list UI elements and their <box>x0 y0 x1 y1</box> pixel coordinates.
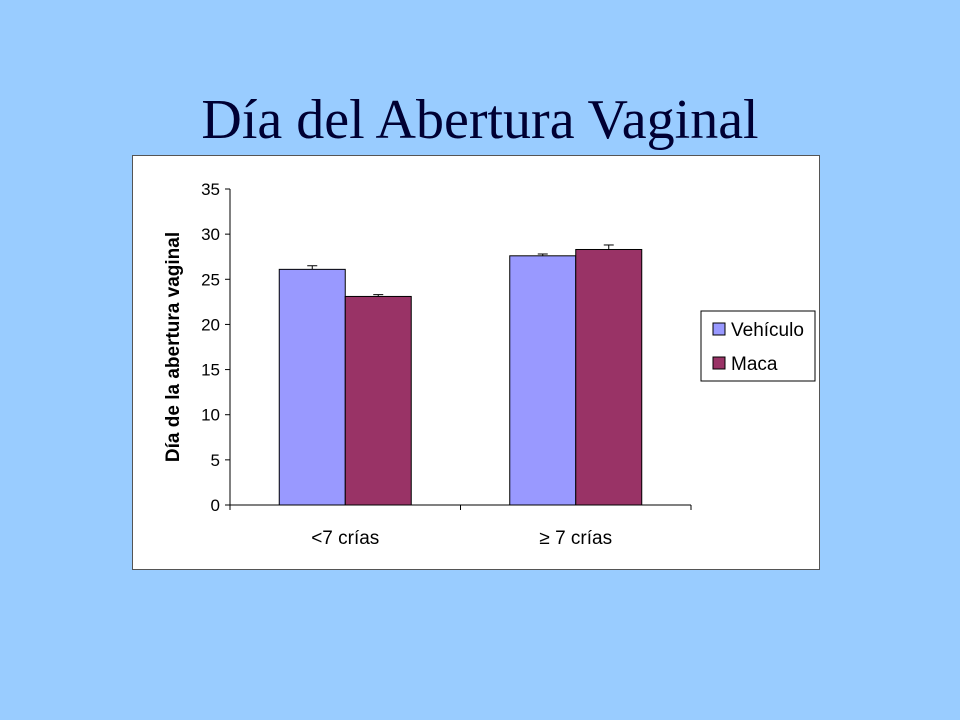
y-tick-label: 30 <box>201 225 220 244</box>
chart-legend: Vehículo Maca <box>700 310 816 382</box>
bar-maca-0 <box>344 295 412 506</box>
x-category-label: <7 crías <box>311 528 379 549</box>
x-category-label: ≥ 7 crías <box>539 528 612 549</box>
y-axis-title: Día de la abertura vaginal <box>163 232 184 462</box>
bar-chart: 0 5 10 15 20 25 30 35 Día de la abertura vaginal… <box>163 180 816 549</box>
chart-bars <box>278 244 643 506</box>
bar-vehículo-1 <box>509 255 577 506</box>
y-tick-label: 15 <box>201 361 220 380</box>
bar-vehículo-0 <box>278 268 346 506</box>
legend-swatch-maca <box>712 356 726 370</box>
chart-frame: 0 5 10 15 20 25 30 35 Día de la abertura vaginal… <box>132 155 820 570</box>
y-tick-label: 20 <box>201 315 220 334</box>
legend-label-maca: Maca <box>731 354 778 375</box>
bar-maca-1 <box>575 248 643 506</box>
y-tick-label: 10 <box>201 406 220 425</box>
slide-title: Día del Abertura Vaginal <box>201 89 759 151</box>
y-tick-label: 0 <box>211 496 220 515</box>
y-tick-label: 25 <box>201 270 220 289</box>
legend-label-vehículo: Vehículo <box>731 320 804 341</box>
chart-labels: 0 5 10 15 20 25 30 35 Día de la abertura vaginal… <box>163 180 612 549</box>
y-tick-label: 35 <box>201 180 220 199</box>
legend-swatch-vehículo <box>712 322 726 336</box>
y-tick-label: 5 <box>211 451 220 470</box>
